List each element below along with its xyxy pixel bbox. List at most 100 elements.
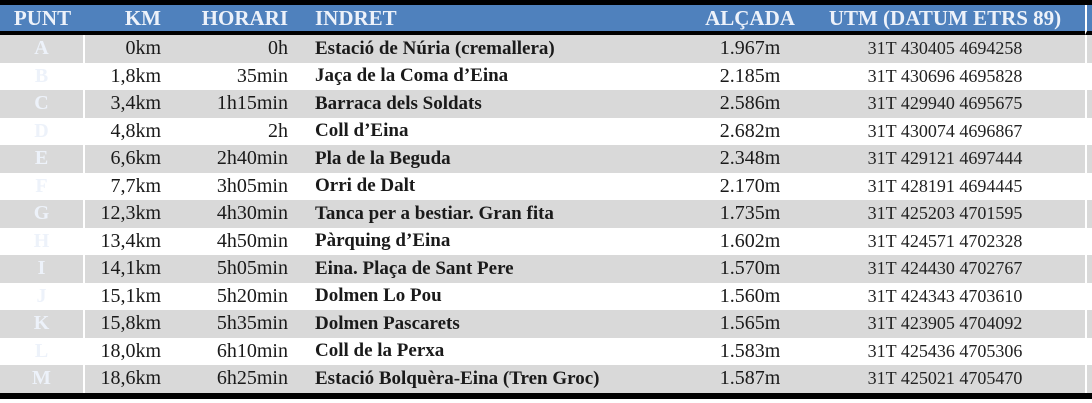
- table-row: I 14,1km 5h05min Eina. Plaça de Sant Pere 1.…: [0, 255, 1092, 283]
- cell-km: 3,4km: [85, 90, 175, 118]
- row-tail-spacer: [1085, 172, 1092, 200]
- cell-km: 1,8km: [85, 62, 175, 90]
- cell-punt: H: [0, 227, 85, 255]
- cell-horari: 6h25min: [175, 365, 300, 393]
- table-row: K 15,8km 5h35min Dolmen Pascarets 1.565m 31T …: [0, 310, 1092, 338]
- cell-utm: 31T 428191 4694445: [805, 172, 1085, 200]
- cell-alcada: 1.967m: [695, 35, 805, 63]
- column-header-indret: INDRET: [300, 5, 695, 35]
- cell-indret: Eina. Plaça de Sant Pere: [300, 255, 695, 283]
- cell-indret: Estació de Núria (cremallera): [300, 35, 695, 63]
- cell-alcada: 1.602m: [695, 227, 805, 255]
- cell-punt: J: [0, 282, 85, 310]
- cell-horari: 5h20min: [175, 282, 300, 310]
- table-row: B 1,8km 35min Jaça de la Coma d’Eina 2.185m 3…: [0, 62, 1092, 90]
- cell-indret: Estació Bolquèra-Eina (Tren Groc): [300, 365, 695, 393]
- table-row: D 4,8km 2h Coll d’Eina 2.682m 31T 430074 4696…: [0, 117, 1092, 145]
- cell-km: 18,0km: [85, 337, 175, 365]
- cell-horari: 0h: [175, 35, 300, 63]
- cell-utm: 31T 425203 4701595: [805, 200, 1085, 228]
- row-tail-spacer: [1085, 200, 1092, 228]
- row-tail-spacer: [1085, 365, 1092, 393]
- cell-utm: 31T 430405 4694258: [805, 35, 1085, 63]
- cell-indret: Pàrquing d’Eina: [300, 227, 695, 255]
- cell-alcada: 1.587m: [695, 365, 805, 393]
- cell-indret: Coll de la Perxa: [300, 337, 695, 365]
- cell-km: 15,1km: [85, 282, 175, 310]
- table-row: F 7,7km 3h05min Orri de Dalt 2.170m 31T 42819…: [0, 172, 1092, 200]
- cell-horari: 2h: [175, 117, 300, 145]
- cell-utm: 31T 425436 4705306: [805, 337, 1085, 365]
- cell-utm: 31T 424571 4702328: [805, 227, 1085, 255]
- cell-km: 18,6km: [85, 365, 175, 393]
- cell-punt: B: [0, 62, 85, 90]
- cell-horari: 4h30min: [175, 200, 300, 228]
- cell-alcada: 2.185m: [695, 62, 805, 90]
- cell-alcada: 2.682m: [695, 117, 805, 145]
- cell-horari: 5h05min: [175, 255, 300, 283]
- cell-indret: Barraca dels Soldats: [300, 90, 695, 118]
- cell-km: 13,4km: [85, 227, 175, 255]
- cell-utm: 31T 424430 4702767: [805, 255, 1085, 283]
- cell-alcada: 2.348m: [695, 145, 805, 173]
- cell-punt: D: [0, 117, 85, 145]
- column-header-horari: HORARI: [175, 5, 300, 35]
- row-tail-spacer: [1085, 310, 1092, 338]
- column-header-km: KM: [85, 5, 175, 35]
- cell-km: 14,1km: [85, 255, 175, 283]
- row-tail-spacer: [1085, 255, 1092, 283]
- cell-utm: 31T 430074 4696867: [805, 117, 1085, 145]
- header-row: PUNT KM HORARI INDRET ALÇADA UTM (DATUM ETRS …: [0, 5, 1092, 35]
- cell-punt: M: [0, 365, 85, 393]
- cell-punt: L: [0, 337, 85, 365]
- cell-utm: 31T 429121 4697444: [805, 145, 1085, 173]
- cell-alcada: 1.560m: [695, 282, 805, 310]
- cell-alcada: 1.583m: [695, 337, 805, 365]
- cell-punt: K: [0, 310, 85, 338]
- table-row: E 6,6km 2h40min Pla de la Beguda 2.348m 31T 4…: [0, 145, 1092, 173]
- cell-utm: 31T 429940 4695675: [805, 90, 1085, 118]
- cell-punt: I: [0, 255, 85, 283]
- cell-km: 15,8km: [85, 310, 175, 338]
- cell-indret: Orri de Dalt: [300, 172, 695, 200]
- column-header-punt: PUNT: [0, 5, 85, 35]
- table-header: PUNT KM HORARI INDRET ALÇADA UTM (DATUM ETRS …: [0, 5, 1092, 35]
- cell-indret: Jaça de la Coma d’Eina: [300, 62, 695, 90]
- table-row: A 0km 0h Estació de Núria (cremallera) 1.967…: [0, 35, 1092, 63]
- cell-km: 4,8km: [85, 117, 175, 145]
- column-header-utm: UTM (DATUM ETRS 89): [805, 5, 1085, 35]
- table-body: A 0km 0h Estació de Núria (cremallera) 1.967…: [0, 35, 1092, 393]
- cell-alcada: 1.565m: [695, 310, 805, 338]
- table-row: G 12,3km 4h30min Tanca per a bestiar. Gran …: [0, 200, 1092, 228]
- cell-km: 7,7km: [85, 172, 175, 200]
- table-row: H 13,4km 4h50min Pàrquing d’Eina 1.602m 31T 4…: [0, 227, 1092, 255]
- cell-utm: 31T 430696 4695828: [805, 62, 1085, 90]
- cell-horari: 3h05min: [175, 172, 300, 200]
- cell-horari: 5h35min: [175, 310, 300, 338]
- table-row: C 3,4km 1h15min Barraca dels Soldats 2.586m 3…: [0, 90, 1092, 118]
- row-tail-spacer: [1085, 90, 1092, 118]
- cell-km: 6,6km: [85, 145, 175, 173]
- cell-punt: F: [0, 172, 85, 200]
- cell-horari: 2h40min: [175, 145, 300, 173]
- cell-punt: C: [0, 90, 85, 118]
- row-tail-spacer: [1085, 35, 1092, 63]
- cell-horari: 35min: [175, 62, 300, 90]
- cell-indret: Dolmen Pascarets: [300, 310, 695, 338]
- cell-utm: 31T 424343 4703610: [805, 282, 1085, 310]
- cell-indret: Coll d’Eina: [300, 117, 695, 145]
- header-tail-spacer: [1085, 5, 1092, 35]
- table-row: J 15,1km 5h20min Dolmen Lo Pou 1.560m 31T 424…: [0, 282, 1092, 310]
- cell-horari: 6h10min: [175, 337, 300, 365]
- cell-punt: E: [0, 145, 85, 173]
- row-tail-spacer: [1085, 145, 1092, 173]
- column-header-alcada: ALÇADA: [695, 5, 805, 35]
- cell-km: 0km: [85, 35, 175, 63]
- row-tail-spacer: [1085, 62, 1092, 90]
- cell-utm: 31T 423905 4704092: [805, 310, 1085, 338]
- cell-utm: 31T 425021 4705470: [805, 365, 1085, 393]
- cell-punt: A: [0, 35, 85, 63]
- cell-alcada: 1.570m: [695, 255, 805, 283]
- row-tail-spacer: [1085, 227, 1092, 255]
